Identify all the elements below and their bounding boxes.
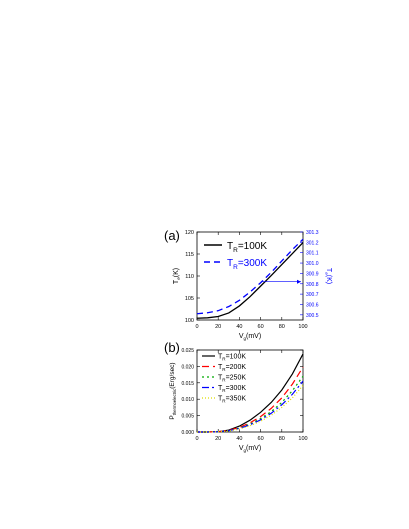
series-line-b-2 <box>197 375 304 433</box>
y-tick-label-b: 0.020 <box>181 364 194 370</box>
x-axis-title-a: Vg(mV) <box>239 333 261 341</box>
x-tick-label-a: 60 <box>258 324 264 330</box>
axis-arrow-head <box>297 279 301 284</box>
legend-label-a-0: TR=100K <box>227 241 267 254</box>
y-tick-label-right-a: 300.5 <box>306 313 319 319</box>
legend-label-b-1: TR=200K <box>218 364 246 372</box>
series-line-b-0 <box>197 353 304 433</box>
legend-label-b-4: TR=350K <box>218 396 246 404</box>
y-tick-label-right-a: 301.1 <box>306 251 319 257</box>
panel-b: (b) 0 20 40 60 80 100 Vg(mV) 0.000 0.005 0.010 0.01… <box>164 340 308 453</box>
y-tick-label-left-a: 100 <box>185 318 194 324</box>
y-tick-label-right-a: 300.7 <box>306 292 319 298</box>
y-tick-label-b: 0.000 <box>181 430 194 436</box>
x-tick-label-b: 0 <box>195 436 198 442</box>
panel-label-b: (b) <box>164 340 180 355</box>
y-tick-label-right-a: 300.9 <box>306 271 319 277</box>
x-tick-label-a: 40 <box>236 324 242 330</box>
x-tick-label-b: 60 <box>258 436 264 442</box>
x-tick-label-a: 80 <box>279 324 285 330</box>
series-line-b-4 <box>197 385 304 433</box>
x-tick-label-b: 80 <box>279 436 285 442</box>
y-tick-label-right-a: 301.0 <box>306 261 319 267</box>
series-line-a-0 <box>196 242 304 319</box>
x-tick-label-b: 40 <box>236 436 242 442</box>
legend-label-a-1: TR=300K <box>227 258 267 271</box>
series-line-b-3 <box>197 380 304 433</box>
y-tick-label-right-a: 301.2 <box>306 240 319 246</box>
y-tick-label-b: 0.025 <box>181 348 194 354</box>
y-axis-title-b: Pthermoelectric(Erg/sec) <box>169 362 177 419</box>
y-axis-title-right-a: Te(K) <box>324 268 332 284</box>
x-axis-title-b: Vg(mV) <box>239 445 261 453</box>
y-tick-label-b: 0.015 <box>181 381 194 387</box>
legend-label-b-3: TR=300K <box>218 385 246 393</box>
y-tick-label-b: 0.010 <box>181 397 194 403</box>
y-axis-title-left-a: Te(K) <box>173 268 181 284</box>
y-tick-label-left-a: 105 <box>185 296 194 302</box>
plot-frame-b <box>196 349 304 433</box>
y-tick-label-b: 0.005 <box>181 414 194 420</box>
panel-a: (a) 0 20 40 60 80 100 Vg(mV) 100 105 110 115 120 Te(K… <box>164 228 332 341</box>
y-tick-label-right-a: 300.8 <box>306 282 319 288</box>
panel-label-a: (a) <box>164 228 180 243</box>
x-tick-label-a: 20 <box>215 324 221 330</box>
y-tick-label-left-a: 120 <box>185 230 194 236</box>
y-tick-label-left-a: 115 <box>185 252 194 258</box>
legend-label-b-2: TR=250K <box>218 375 246 383</box>
x-tick-label-a: 100 <box>298 324 307 330</box>
x-tick-label-b: 100 <box>298 436 307 442</box>
y-tick-label-right-a: 300.6 <box>306 302 319 308</box>
y-tick-label-right-a: 301.3 <box>306 230 319 236</box>
x-tick-label-a: 0 <box>195 324 198 330</box>
legend-label-b-0: TR=100K <box>218 354 246 362</box>
x-tick-label-b: 20 <box>215 436 221 442</box>
y-tick-label-left-a: 110 <box>185 274 194 280</box>
